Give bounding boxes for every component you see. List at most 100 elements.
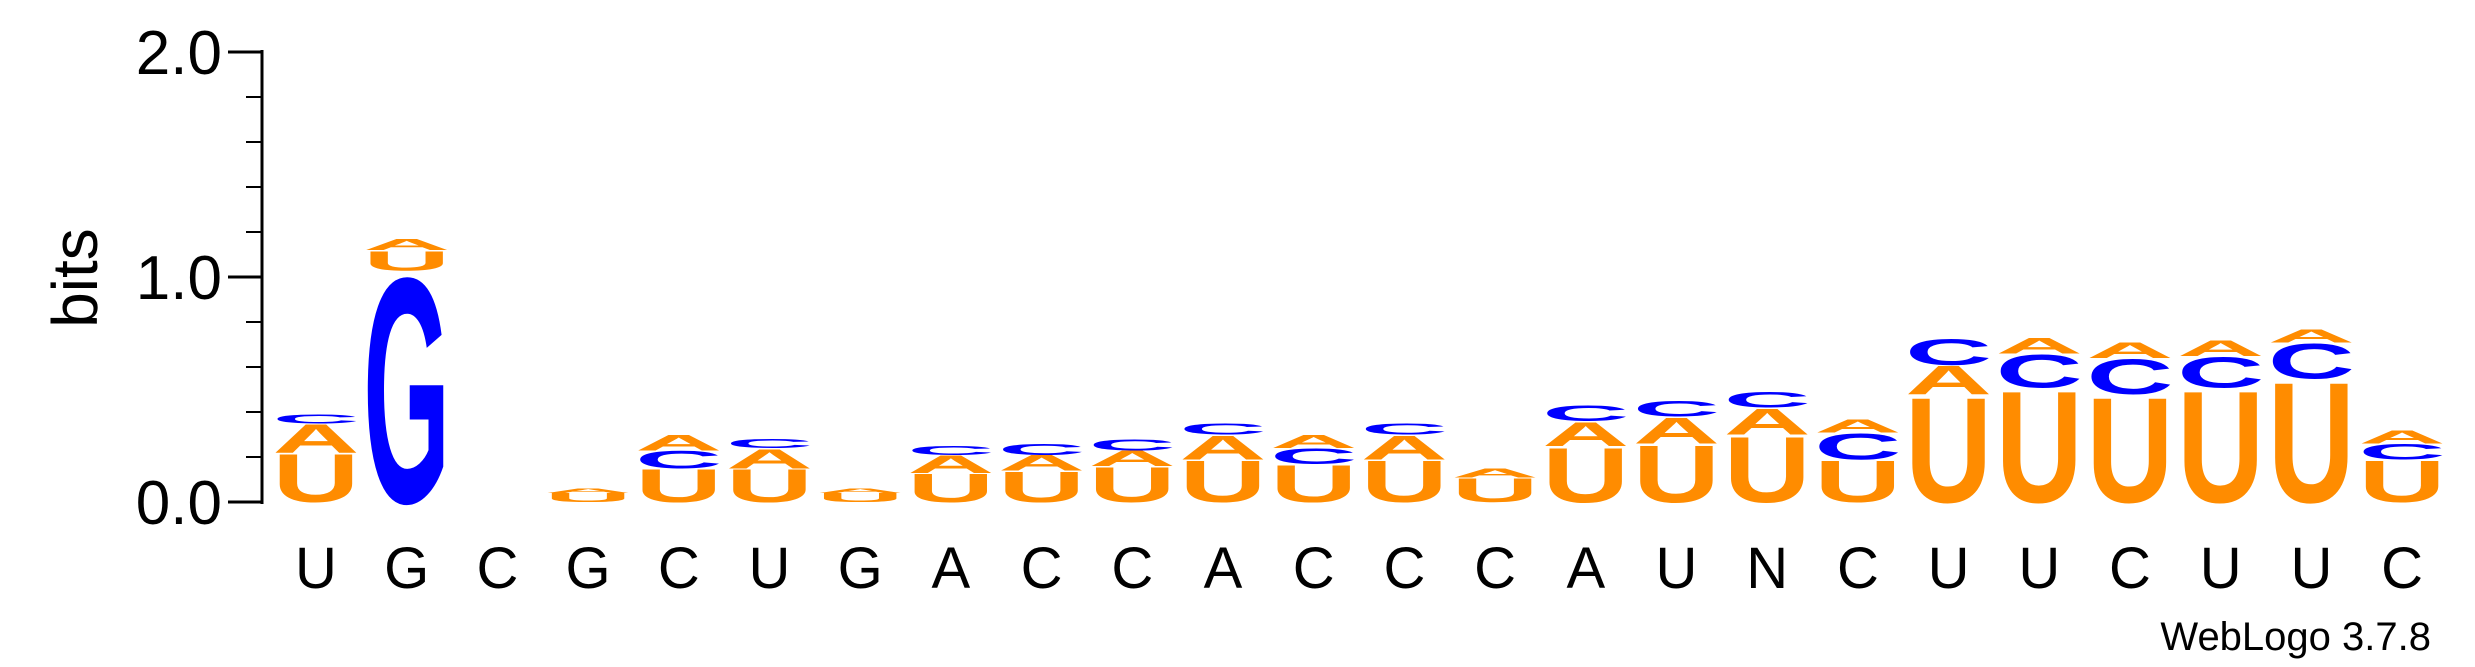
logo-letter-c: C [1905,331,1992,373]
logo-column: UCA [2359,427,2446,515]
logo-letter-c: C [1633,397,1720,421]
logo-letter-a: A [545,487,632,494]
x-tick-label: C [1021,536,1063,601]
logo-letter-a: A [2087,339,2174,363]
weblogo-credit: WebLogo 3.7.8 [2160,615,2431,659]
logo-letter-c: C [1270,444,1357,468]
logo-column: UAC [998,441,1085,512]
logo-column: GUA [363,212,450,571]
logo-letter-a: A [1905,358,1992,403]
x-tick-label: C [2381,536,2423,601]
logo-letter-a: A [907,450,994,478]
logo-letter-c: C [2359,440,2446,464]
logo-column: UAC [273,412,360,517]
logo-letter-u: U [726,460,813,512]
logo-letter-c: C [635,446,722,474]
logo-column: UCA [1996,334,2083,536]
x-tick-label: U [295,536,337,601]
x-tick-label: A [932,536,971,601]
logo-letter-a: A [1814,416,1901,437]
logo-letter-a: A [1270,431,1357,452]
logo-column: UCA [635,431,722,512]
x-tick-label: C [1111,536,1153,601]
logo-letter-u: U [817,491,904,505]
logo-letter-u: U [1452,471,1539,509]
logo-letter-u: U [2087,366,2174,534]
logo-letter-c: C [1542,402,1629,426]
logo-letter-a: A [1361,428,1448,466]
logo-column: UAC [907,444,994,512]
logo-letter-u: U [1905,366,1992,534]
logo-letter-u: U [998,463,1085,512]
logo-column: UCA [2087,339,2174,534]
logo-letter-a: A [2268,326,2355,347]
logo-letter-u: U [273,440,360,517]
logo-letter-a: A [1724,400,1811,442]
logo-letter-u: U [2359,449,2446,515]
logo-letter-u: U [1542,431,1629,519]
logo-letter-c: C [998,441,1085,458]
logo-letter-u: U [1724,417,1811,522]
logo-letter-c: C [1724,388,1811,412]
x-tick-label: U [2200,536,2242,601]
x-tick-label: C [658,536,700,601]
logo-letter-u: U [2268,348,2355,539]
x-tick-label: C [1474,536,1516,601]
y-axis-label: bits [39,228,111,328]
logo-letter-u: U [1270,454,1357,513]
logo-column: UCA [2268,326,2355,540]
logo-letter-u: U [2177,358,2264,536]
logo-letter-c: C [2268,333,2355,389]
logo-letter-c: C [907,444,994,458]
x-tick-label: A [1566,536,1605,601]
logo-letter-c: C [1180,420,1267,437]
logo-letter-c: C [2177,348,2264,397]
logo-letter-g: G [363,212,450,571]
logo-letter-c: C [273,412,360,426]
logo-column: UCA [1270,431,1357,513]
logo-letter-c: C [1361,420,1448,437]
x-tick-label: U [1656,536,1698,601]
x-tick-label: G [384,536,429,601]
logo-letter-a: A [1180,428,1267,466]
logo-column: UAC [1633,397,1720,519]
y-tick-label: 1.0 [136,244,222,313]
logo-column: UAC [1905,331,1992,534]
logo-letter-a: A [1633,409,1720,451]
logo-column: UAC [1724,388,1811,522]
x-tick-label: A [1204,536,1243,601]
x-tick-label: C [1383,536,1425,601]
logo-letter-a: A [1452,466,1539,480]
logo-letter-c: C [1814,425,1901,467]
logo-letter-u: U [363,245,450,277]
x-tick-label: U [2290,536,2332,601]
y-axis: 0.0 1.0 2.0 [136,19,264,538]
logo-column: UCA [2177,336,2264,536]
logo-column: UAC [1180,420,1267,515]
logo-column: UAC [1542,402,1629,519]
logo-column: UA [1452,466,1539,509]
logo-letter-u: U [1633,428,1720,519]
logo-letter-a: A [635,431,722,455]
y-tick-label: 2.0 [136,19,222,88]
logo-letter-a: A [2359,427,2446,448]
logo-column: UAC [1361,420,1448,515]
logo-letter-a: A [1089,447,1176,471]
x-tick-label: U [2018,536,2060,601]
logo-letter-u: U [635,460,722,512]
logo-column: UAC [726,437,813,512]
x-tick-label: U [749,536,791,601]
logo-letter-u: U [1180,449,1267,515]
logo-letter-c: C [1996,345,2083,397]
logo-letter-a: A [273,416,360,461]
x-tick-label: C [1837,536,1879,601]
logo-letter-u: U [1814,449,1901,515]
logo-letter-c: C [726,437,813,451]
logo-letter-a: A [726,443,813,475]
logo-column: UA [817,487,904,504]
logo-letter-c: C [2087,349,2174,405]
logo-letter-u: U [907,466,994,511]
